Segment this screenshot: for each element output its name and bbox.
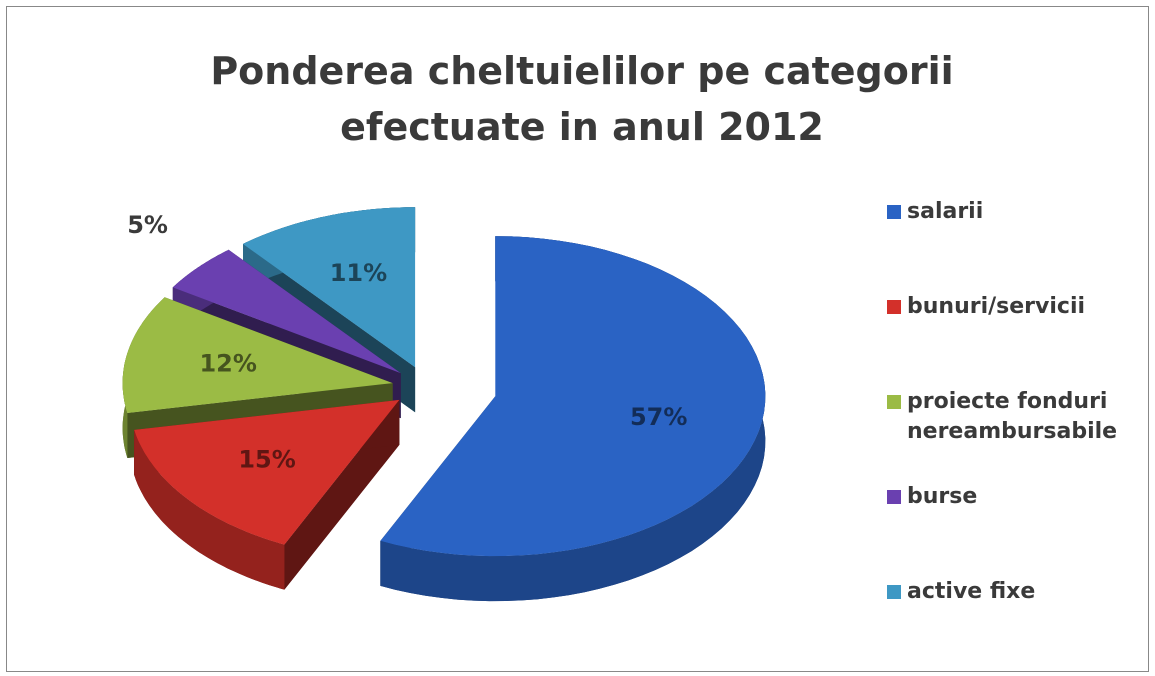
legend-item: burse — [887, 482, 1147, 512]
slice — [243, 207, 416, 368]
legend-label: salarii — [907, 199, 984, 224]
legend-swatch — [887, 395, 901, 409]
data-label: 5% — [127, 211, 168, 239]
legend-item: proiecte fonduri nereambursabile — [887, 387, 1147, 447]
legend-swatch — [887, 490, 901, 504]
slice — [172, 249, 401, 374]
legend-swatch — [887, 300, 901, 314]
data-label: 15% — [238, 446, 295, 474]
slice-side — [380, 236, 766, 602]
slice — [380, 236, 766, 557]
chart-frame: 57% 15% 12% 5% 11% Ponderea cheltuielilor pe… — [6, 6, 1149, 672]
legend-swatch — [887, 585, 901, 599]
legend-item: salarii — [887, 197, 1147, 227]
slice — [122, 297, 393, 413]
legend-label: bunuri/servicii — [907, 294, 1086, 319]
chart-title: Ponderea cheltuielilor pe categorii efec… — [210, 49, 954, 149]
slice — [134, 399, 400, 545]
legend-label: proiecte fonduri nereambursabile — [907, 389, 1118, 444]
data-label: 57% — [630, 403, 687, 431]
slice-side — [134, 429, 285, 590]
legend-label: active fixe — [907, 579, 1036, 604]
legend-label: burse — [907, 484, 978, 509]
legend-item: active fixe — [887, 577, 1147, 607]
data-label: 12% — [199, 349, 256, 377]
pie-chart: 57% 15% 12% 5% 11% — [122, 207, 766, 602]
data-label: 11% — [330, 259, 387, 287]
legend-item: bunuri/servicii — [887, 292, 1147, 322]
legend-swatch — [887, 205, 901, 219]
